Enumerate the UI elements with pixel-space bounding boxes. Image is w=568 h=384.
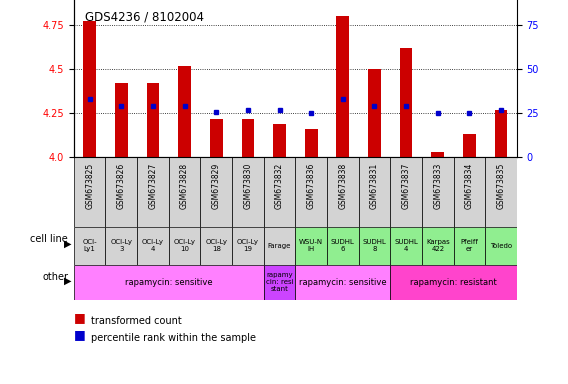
Text: OCI-Ly
4: OCI-Ly 4 bbox=[142, 239, 164, 252]
Text: rapamy
cin: resi
stant: rapamy cin: resi stant bbox=[266, 272, 293, 292]
Bar bbox=[273, 124, 286, 157]
Text: other: other bbox=[42, 272, 68, 282]
Bar bbox=[264, 265, 295, 300]
Text: OCI-Ly
10: OCI-Ly 10 bbox=[174, 239, 195, 252]
Bar bbox=[137, 227, 169, 265]
Bar bbox=[400, 48, 412, 157]
Bar bbox=[358, 227, 390, 265]
Bar bbox=[454, 227, 485, 265]
Bar bbox=[106, 227, 137, 265]
Text: Toledo: Toledo bbox=[490, 243, 512, 249]
Text: transformed count: transformed count bbox=[91, 316, 182, 326]
Text: GSM673832: GSM673832 bbox=[275, 163, 284, 209]
Text: GSM673836: GSM673836 bbox=[307, 163, 316, 209]
Text: Karpas
422: Karpas 422 bbox=[426, 239, 450, 252]
Text: WSU-N
IH: WSU-N IH bbox=[299, 239, 323, 252]
Text: ■: ■ bbox=[74, 328, 86, 341]
Bar bbox=[422, 227, 454, 265]
Bar bbox=[201, 157, 232, 227]
Text: GSM673826: GSM673826 bbox=[117, 163, 126, 209]
Bar bbox=[463, 134, 476, 157]
Text: OCI-Ly
18: OCI-Ly 18 bbox=[205, 239, 227, 252]
Text: ■: ■ bbox=[74, 311, 86, 324]
Bar bbox=[115, 83, 128, 157]
Bar bbox=[485, 227, 517, 265]
Bar bbox=[390, 157, 422, 227]
Bar bbox=[422, 157, 454, 227]
Text: ▶: ▶ bbox=[64, 239, 71, 249]
Text: GSM673837: GSM673837 bbox=[402, 163, 411, 209]
Text: GSM673835: GSM673835 bbox=[496, 163, 506, 209]
Text: ▶: ▶ bbox=[64, 275, 71, 286]
Bar bbox=[295, 227, 327, 265]
Bar bbox=[106, 157, 137, 227]
Bar bbox=[295, 157, 327, 227]
Text: GSM673829: GSM673829 bbox=[212, 163, 221, 209]
Text: GSM673830: GSM673830 bbox=[244, 163, 252, 209]
Bar bbox=[232, 227, 264, 265]
Text: Farage: Farage bbox=[268, 243, 291, 249]
Bar bbox=[241, 119, 254, 157]
Text: GSM673825: GSM673825 bbox=[85, 163, 94, 209]
Bar bbox=[327, 157, 358, 227]
Text: GSM673828: GSM673828 bbox=[180, 163, 189, 209]
Bar bbox=[137, 157, 169, 227]
Bar bbox=[201, 227, 232, 265]
Bar bbox=[327, 227, 358, 265]
Text: OCI-Ly
3: OCI-Ly 3 bbox=[110, 239, 132, 252]
Bar bbox=[336, 16, 349, 157]
Bar bbox=[210, 119, 223, 157]
Text: cell line: cell line bbox=[31, 234, 68, 244]
Text: OCI-
Ly1: OCI- Ly1 bbox=[82, 239, 97, 252]
Bar bbox=[264, 157, 295, 227]
Bar bbox=[454, 157, 485, 227]
Bar bbox=[232, 157, 264, 227]
Bar bbox=[305, 129, 318, 157]
Bar bbox=[368, 69, 381, 157]
Text: percentile rank within the sample: percentile rank within the sample bbox=[91, 333, 256, 343]
Text: GDS4236 / 8102004: GDS4236 / 8102004 bbox=[85, 10, 204, 23]
Bar bbox=[178, 66, 191, 157]
Text: SUDHL
8: SUDHL 8 bbox=[362, 239, 386, 252]
Text: Pfeiff
er: Pfeiff er bbox=[461, 239, 478, 252]
Bar bbox=[295, 265, 390, 300]
Text: GSM673838: GSM673838 bbox=[339, 163, 347, 209]
Text: SUDHL
4: SUDHL 4 bbox=[394, 239, 418, 252]
Text: GSM673833: GSM673833 bbox=[433, 163, 442, 209]
Bar bbox=[147, 83, 159, 157]
Bar bbox=[74, 265, 264, 300]
Text: rapamycin: sensitive: rapamycin: sensitive bbox=[125, 278, 212, 287]
Text: rapamycin: resistant: rapamycin: resistant bbox=[410, 278, 497, 287]
Bar bbox=[264, 227, 295, 265]
Text: GSM673834: GSM673834 bbox=[465, 163, 474, 209]
Bar bbox=[83, 22, 96, 157]
Bar bbox=[169, 227, 201, 265]
Bar bbox=[495, 110, 507, 157]
Text: rapamycin: sensitive: rapamycin: sensitive bbox=[299, 278, 387, 287]
Bar bbox=[390, 265, 517, 300]
Bar bbox=[485, 157, 517, 227]
Text: SUDHL
6: SUDHL 6 bbox=[331, 239, 355, 252]
Text: GSM673831: GSM673831 bbox=[370, 163, 379, 209]
Bar bbox=[432, 152, 444, 157]
Bar bbox=[74, 227, 106, 265]
Bar bbox=[358, 157, 390, 227]
Bar bbox=[390, 227, 422, 265]
Bar bbox=[74, 157, 106, 227]
Text: OCI-Ly
19: OCI-Ly 19 bbox=[237, 239, 259, 252]
Bar bbox=[169, 157, 201, 227]
Text: GSM673827: GSM673827 bbox=[148, 163, 157, 209]
